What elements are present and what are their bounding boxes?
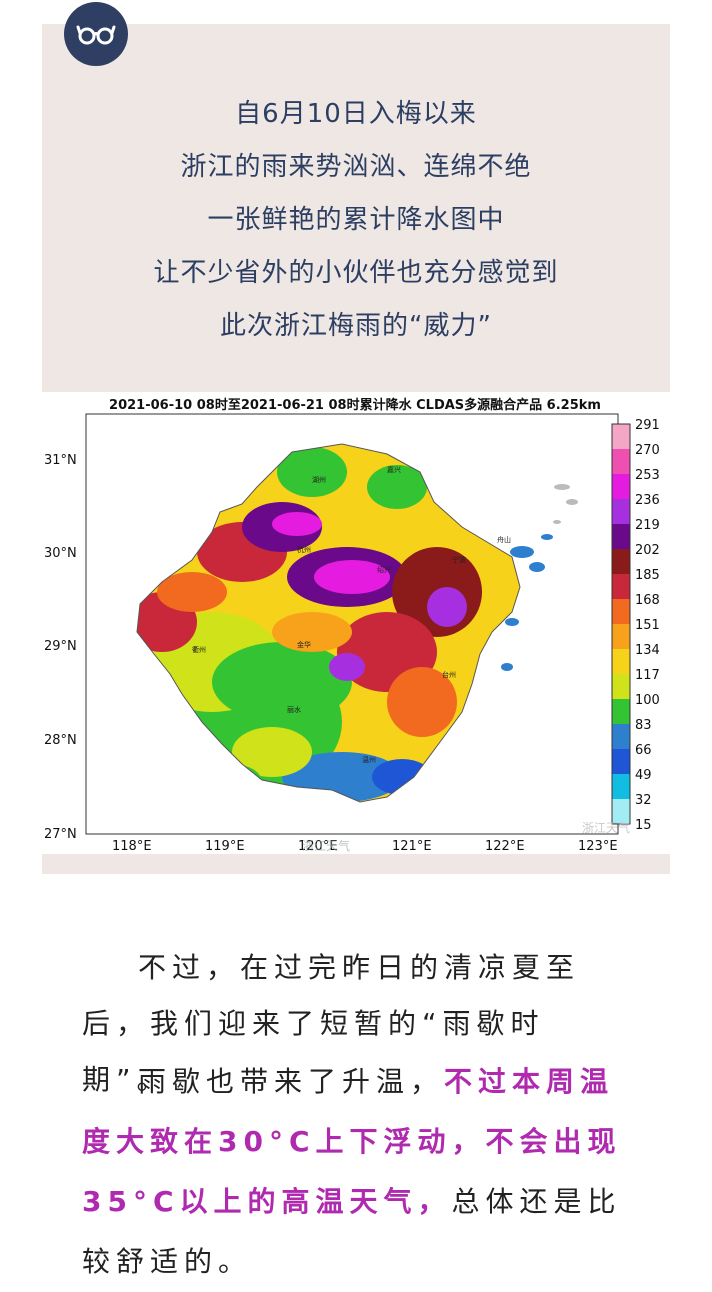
colorbar-label: 202: [635, 543, 660, 558]
lon-label: 119°E: [205, 839, 245, 854]
city-label: 台州: [442, 670, 456, 679]
colorbar: [611, 423, 631, 825]
lon-label: 123°E: [578, 839, 618, 854]
province-outline: [136, 443, 521, 803]
colorbar-swatch: [612, 649, 630, 674]
colorbar-swatch: [612, 424, 630, 449]
colorbar-label: 291: [635, 418, 660, 433]
lat-label: 31°N: [44, 453, 77, 468]
lat-label: 30°N: [44, 546, 77, 561]
colorbar-swatch: [612, 474, 630, 499]
colorbar-label: 49: [635, 768, 652, 783]
colorbar-swatch: [612, 549, 630, 574]
colorbar-swatch: [612, 724, 630, 749]
colorbar-label: 83: [635, 718, 652, 733]
colorbar-label: 236: [635, 493, 660, 508]
city-label: 宁波: [452, 555, 466, 564]
city-label: 温州: [362, 755, 376, 764]
lon-label: 118°E: [112, 839, 152, 854]
intro-line: 此次浙江梅雨的“威力”: [220, 311, 492, 341]
islands: [501, 534, 553, 671]
city-label: 嘉兴: [387, 465, 401, 474]
colorbar-label: 32: [635, 793, 652, 808]
colorbar-swatch: [612, 749, 630, 774]
watermark-text: 浙江天气: [582, 820, 630, 835]
lon-label: 120°E: [298, 839, 338, 854]
highlighted-text: 不过本周温度大致在30°C上下浮动，不会出现35°C以上的高温天气，: [82, 1065, 622, 1218]
intro-line: 一张鲜艳的累计降水图中: [207, 205, 505, 235]
colorbar-swatch: [612, 624, 630, 649]
intro-line: 浙江的雨来势汹汹、连绵不绝: [180, 152, 532, 182]
colorbar-swatch: [612, 524, 630, 549]
map-title: 2021-06-10 08时至2021-06-21 08时累计降水 CLDAS多…: [109, 398, 601, 413]
lat-label: 27°N: [44, 827, 77, 842]
colorbar-label: 117: [635, 668, 660, 683]
colorbar-labels: 291 270 253 236 219 202 185 168 151 134 117 100 83 66…: [635, 418, 660, 833]
colorbar-label: 185: [635, 568, 660, 583]
paragraph-text: 总体还是比较舒适的。: [82, 1185, 622, 1278]
colorbar-label: 168: [635, 593, 660, 608]
lat-axis: 31°N 30°N 29°N 28°N 27°N: [44, 453, 77, 842]
city-label: 舟山: [497, 535, 511, 544]
colorbar-swatch: [612, 799, 630, 824]
colorbar-label: 134: [635, 643, 660, 658]
paragraph-1: 不过，在过完昨日的清凉夏至后，我们迎来了短暂的“雨歇时期”。: [82, 940, 628, 1108]
city-label: 绍兴: [377, 565, 391, 574]
rainfall-map: 嘉兴 湖州 杭州 绍兴 宁波 舟山 衢州 金华 台州 丽水 温州 31°N 30…: [42, 392, 670, 854]
colorbar-label: 270: [635, 443, 660, 458]
colorbar-label: 219: [635, 518, 660, 533]
colorbar-frame: [611, 423, 631, 825]
colorbar-swatch: [612, 499, 630, 524]
intro-text: 自6月10日入梅以来 浙江的雨来势汹汹、连绵不绝 一张鲜艳的累计降水图中 让不少…: [42, 88, 670, 353]
colorbar-swatch: [612, 674, 630, 699]
colorbar-label: 253: [635, 468, 660, 483]
colorbar-swatch: [612, 449, 630, 474]
colorbar-label: 66: [635, 743, 652, 758]
paragraph-2: 雨歇也带来了升温，不过本周温度大致在30°C上下浮动，不会出现35°C以上的高温…: [82, 1052, 628, 1292]
colorbar-label: 15: [635, 818, 652, 833]
colorbar-swatch: [612, 774, 630, 799]
city-label: 衢州: [192, 645, 206, 654]
city-label: 湖州: [312, 475, 326, 484]
city-labels: 嘉兴 湖州 杭州 绍兴 宁波 舟山 衢州 金华 台州 丽水 温州: [192, 465, 511, 764]
glasses-icon: [76, 25, 116, 45]
lon-label: 122°E: [485, 839, 525, 854]
lat-label: 28°N: [44, 733, 77, 748]
paragraph-text: 雨歇也带来了升温，: [138, 1065, 445, 1098]
lon-axis: 118°E 119°E 120°E 121°E 122°E 123°E: [112, 839, 618, 854]
colorbar-swatch: [612, 599, 630, 624]
city-label: 金华: [297, 640, 311, 649]
lon-label: 121°E: [392, 839, 432, 854]
city-label: 杭州: [297, 545, 311, 554]
intro-line: 让不少省外的小伙伴也充分感觉到: [153, 258, 559, 288]
lat-label: 29°N: [44, 639, 77, 654]
colorbar-swatch: [612, 699, 630, 724]
city-label: 丽水: [287, 705, 301, 714]
badge: [64, 2, 128, 66]
colorbar-label: 151: [635, 618, 660, 633]
paragraph-text: 不过，在过完昨日的清凉夏至后，我们迎来了短暂的“雨歇时期”。: [82, 951, 581, 1096]
colorbar-swatch: [612, 574, 630, 599]
intro-line: 自6月10日入梅以来: [235, 99, 477, 129]
colorbar-label: 100: [635, 693, 660, 708]
watermark-text: 浙江天气: [302, 838, 350, 853]
